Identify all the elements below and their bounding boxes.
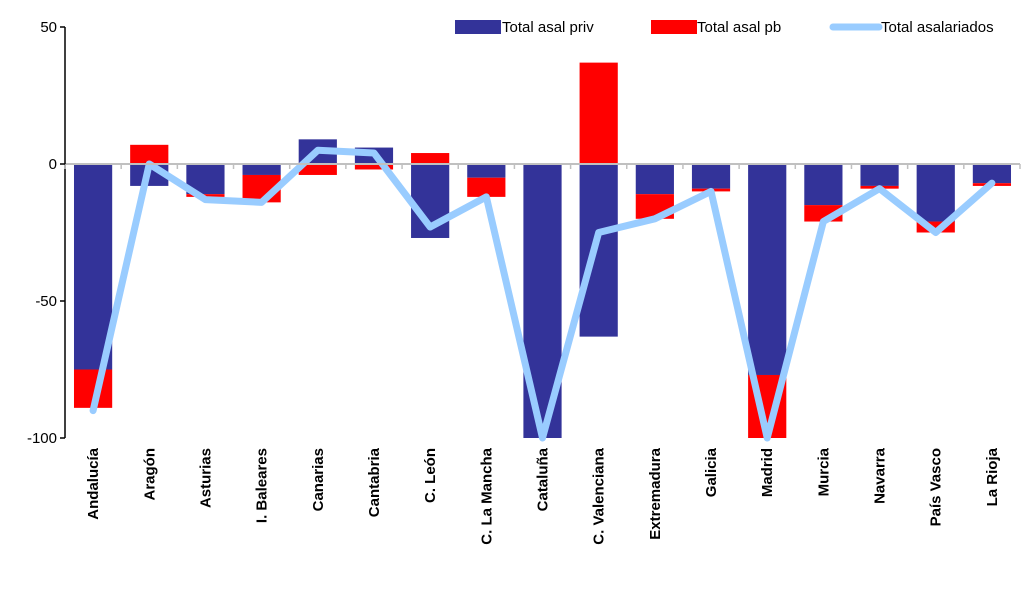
category-label: Navarra xyxy=(872,447,889,504)
category-label: Galicia xyxy=(703,447,720,497)
legend-label-0: Total asal priv xyxy=(502,19,594,36)
legend: Total asal priv Total asal pb Total asalar… xyxy=(455,19,994,36)
category-label: I. Baleares xyxy=(254,448,271,523)
category-label: C. La Mancha xyxy=(478,447,495,544)
bar-pb-6 xyxy=(411,153,450,164)
category-label: Asturias xyxy=(197,448,214,508)
bar-pb-1 xyxy=(130,144,169,164)
bar-priv-14 xyxy=(860,164,899,186)
category-label: C. Valenciana xyxy=(591,447,608,544)
category-label: Extremadura xyxy=(647,447,664,539)
legend-swatch-1 xyxy=(651,20,697,34)
y-tick-label: -50 xyxy=(35,293,57,310)
category-label: Cataluña xyxy=(535,447,552,511)
bar-pb-5 xyxy=(354,164,394,170)
category-label: País Vasco xyxy=(928,448,945,526)
bar-priv-11 xyxy=(691,164,731,189)
bar-priv-0 xyxy=(73,164,113,370)
bar-pb-15 xyxy=(916,221,955,233)
line-series xyxy=(89,146,996,442)
axes: 50 0 -50 -100 xyxy=(27,19,1021,447)
bar-priv-15 xyxy=(916,164,955,222)
bar-priv-3 xyxy=(242,164,281,175)
bar-priv-10 xyxy=(635,164,674,195)
bar-priv-13 xyxy=(804,164,843,206)
category-label: La Rioja xyxy=(984,447,1001,506)
category-label: Andalucía xyxy=(85,447,102,519)
category-labels: Andalucía Aragón Asturias I. Baleares Canari… xyxy=(85,447,1001,544)
category-label: Murcia xyxy=(815,447,832,496)
bar-priv-12 xyxy=(748,164,787,375)
bar-pb-9 xyxy=(579,62,618,165)
category-label: Madrid xyxy=(759,448,776,497)
category-label: Aragón xyxy=(141,448,158,501)
category-label: Cantabria xyxy=(366,447,383,517)
bar-pb-4 xyxy=(298,164,337,175)
category-label: Canarias xyxy=(310,448,327,511)
y-tick-label: 0 xyxy=(49,156,57,173)
legend-swatch-0 xyxy=(455,20,501,34)
category-label: C. León xyxy=(422,448,439,503)
bar-pb-7 xyxy=(467,177,506,197)
legend-label-1: Total asal pb xyxy=(697,19,781,36)
legend-label-2: Total asalariados xyxy=(881,19,994,36)
y-tick-label: 50 xyxy=(40,19,57,36)
line-total-asalariados xyxy=(89,146,996,442)
bars xyxy=(73,62,1012,438)
bar-priv-7 xyxy=(467,164,506,178)
y-tick-label: -100 xyxy=(27,430,57,447)
bar-priv-16 xyxy=(972,164,1012,184)
bar-priv-9 xyxy=(579,164,618,337)
